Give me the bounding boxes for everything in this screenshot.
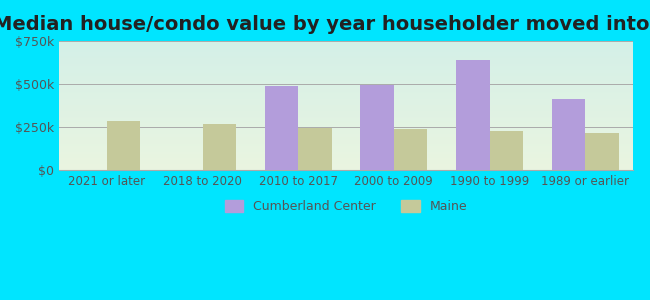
Legend: Cumberland Center, Maine: Cumberland Center, Maine [220,195,473,218]
Bar [360,85,394,170]
Bar [585,133,619,170]
Bar [489,131,523,170]
Title: Median house/condo value by year householder moved into unit: Median house/condo value by year househo… [0,15,650,34]
Bar [456,60,489,170]
Bar [552,99,585,170]
Bar [107,121,140,170]
Bar [265,86,298,170]
Bar [394,129,427,170]
Bar [203,124,236,170]
Bar [298,128,332,170]
